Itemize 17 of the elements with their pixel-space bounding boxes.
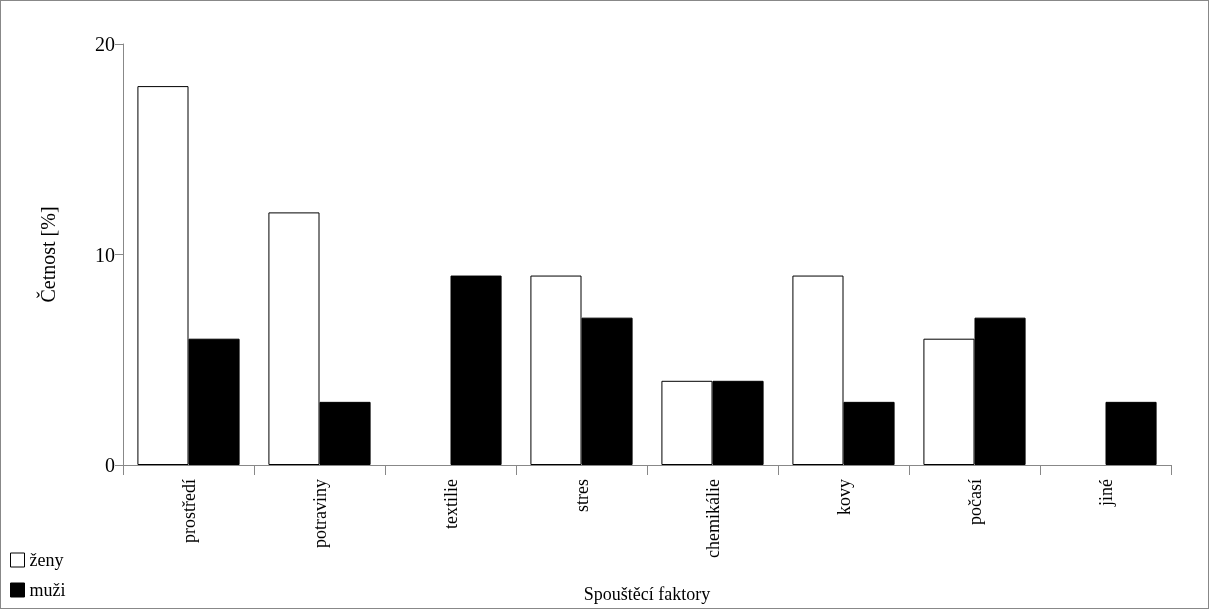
x-tick-label: počasí <box>964 479 985 525</box>
y-axis-title: Četnost [%] <box>36 206 59 303</box>
x-tick-label: chemikálie <box>702 479 723 558</box>
x-tick-label: potraviny <box>309 479 330 548</box>
x-tick-label: jiné <box>1095 479 1116 507</box>
legend-label: muži <box>29 580 66 600</box>
legend-label: ženy <box>29 550 64 570</box>
x-axis-title: Spouštěcí faktory <box>583 584 711 604</box>
bar <box>1105 401 1157 465</box>
x-tick-label: stres <box>571 479 592 512</box>
y-tick-label: 0 <box>105 454 115 476</box>
bar <box>450 275 502 465</box>
y-tick-label: 20 <box>95 33 115 55</box>
x-tick-label: prostředí <box>178 479 199 543</box>
x-tick-label: textilie <box>440 478 461 529</box>
x-tick-label: kovy <box>833 479 854 515</box>
y-tick-label: 10 <box>95 243 115 266</box>
